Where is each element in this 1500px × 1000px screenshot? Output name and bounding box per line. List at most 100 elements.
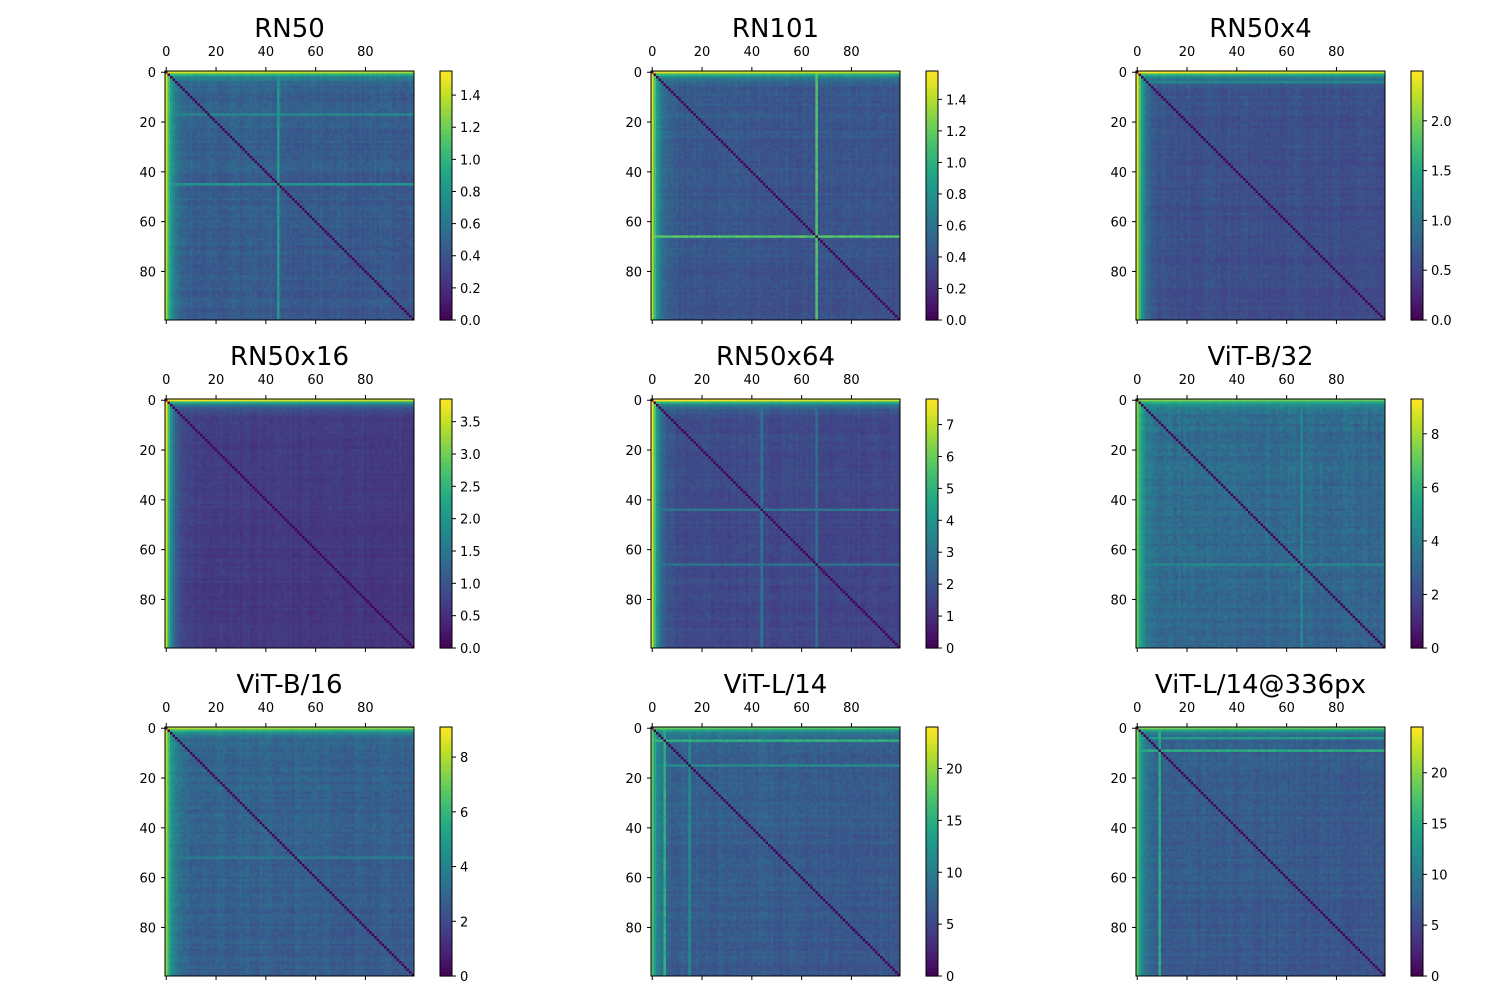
heatmap-cell	[342, 73, 345, 76]
heatmap-cell	[172, 76, 175, 79]
heatmap-cell	[387, 83, 390, 86]
heatmap-cell	[197, 78, 200, 81]
heatmap-cell	[202, 81, 205, 84]
heatmap-cell	[359, 86, 362, 89]
heatmap-cell	[172, 88, 175, 91]
heatmap-cell	[225, 86, 228, 89]
heatmap-cell	[285, 78, 288, 81]
heatmap-cell	[324, 86, 327, 89]
heatmap-cell	[280, 78, 283, 81]
heatmap-cell	[192, 81, 195, 84]
heatmap-cell	[322, 78, 325, 81]
heatmap-cell	[205, 76, 208, 79]
heatmap-cell	[337, 73, 340, 76]
heatmap-cell	[384, 78, 387, 81]
heatmap-cell	[272, 83, 275, 86]
heatmap-cell	[270, 88, 273, 91]
heatmap-cell	[317, 81, 320, 84]
heatmap-figure: RN500 20 40 60 800204060800.00.20.40.60.81.0…	[0, 0, 1500, 1000]
heatmap-cell	[225, 73, 228, 76]
heatmap-cell	[292, 88, 295, 91]
heatmap-cell	[170, 88, 173, 91]
heatmap-cell	[222, 81, 225, 84]
heatmap-cell	[339, 81, 342, 84]
heatmap-cell	[202, 78, 205, 81]
heatmap-cell	[332, 83, 335, 86]
heatmap-cell	[322, 76, 325, 79]
heatmap-cell	[404, 83, 407, 86]
heatmap-cell	[347, 88, 350, 91]
heatmap-cell	[294, 78, 297, 81]
heatmap-cell	[309, 81, 312, 84]
heatmap-cell	[220, 76, 223, 79]
heatmap-cell	[342, 88, 345, 91]
heatmap-cell	[344, 86, 347, 89]
heatmap-cell	[252, 81, 255, 84]
heatmap-cell	[290, 73, 293, 76]
heatmap-cell	[275, 86, 278, 89]
heatmap-cell	[399, 73, 402, 76]
heatmap-cell	[304, 83, 307, 86]
heatmap-cell	[197, 88, 200, 91]
heatmap-cell	[247, 78, 250, 81]
heatmap-cell	[212, 86, 215, 89]
heatmap-cell	[230, 88, 233, 91]
heatmap-cell	[255, 86, 258, 89]
heatmap-cell	[282, 76, 285, 79]
heatmap-cell	[377, 76, 380, 79]
heatmap-cell	[245, 83, 248, 86]
heatmap-cell	[285, 73, 288, 76]
heatmap-cell	[372, 86, 375, 89]
heatmap-cell	[202, 83, 205, 86]
heatmap-cell	[250, 78, 253, 81]
heatmap-cell	[272, 88, 275, 91]
heatmap-cell	[265, 83, 268, 86]
heatmap-cell	[270, 76, 273, 79]
heatmap-cell	[329, 83, 332, 86]
heatmap-cell	[332, 86, 335, 89]
heatmap-cell	[294, 86, 297, 89]
heatmap-cell	[257, 88, 260, 91]
heatmap-cell	[407, 73, 410, 76]
heatmap-cell	[167, 83, 170, 86]
heatmap-cell	[185, 76, 188, 79]
heatmap-cell	[294, 88, 297, 91]
heatmap-cell	[237, 81, 240, 84]
heatmap-cell	[397, 76, 400, 79]
heatmap-cell	[342, 83, 345, 86]
heatmap-cell	[334, 78, 337, 81]
heatmap-cell	[185, 83, 188, 86]
heatmap-cell	[319, 83, 322, 86]
heatmap-cell	[260, 86, 263, 89]
heatmap-cell	[220, 78, 223, 81]
heatmap-cell	[257, 83, 260, 86]
heatmap-cell	[265, 78, 268, 81]
heatmap-cell	[399, 83, 402, 86]
heatmap-cell	[377, 86, 380, 89]
heatmap-cell	[409, 81, 412, 84]
heatmap-cell	[334, 76, 337, 79]
heatmap-cell	[302, 76, 305, 79]
heatmap-cell	[299, 81, 302, 84]
heatmap-cell	[334, 73, 337, 76]
heatmap-cell	[232, 83, 235, 86]
heatmap-cell	[354, 86, 357, 89]
heatmap-cell	[220, 73, 223, 76]
heatmap-cell	[215, 73, 218, 76]
heatmap-cell	[220, 83, 223, 86]
heatmap-cell	[327, 76, 330, 79]
heatmap-cell	[227, 88, 230, 91]
heatmap-cell	[287, 76, 290, 79]
heatmap-cell	[287, 78, 290, 81]
heatmap-cell	[267, 81, 270, 84]
heatmap-cell	[392, 81, 395, 84]
heatmap-cell	[242, 88, 245, 91]
heatmap-cell	[347, 86, 350, 89]
heatmap-cell	[235, 81, 238, 84]
heatmap-cell	[177, 78, 180, 81]
heatmap-cell	[299, 88, 302, 91]
heatmap-cell	[175, 88, 178, 91]
heatmap-cell	[212, 88, 215, 91]
heatmap-cell	[389, 86, 392, 89]
heatmap-cell	[237, 73, 240, 76]
